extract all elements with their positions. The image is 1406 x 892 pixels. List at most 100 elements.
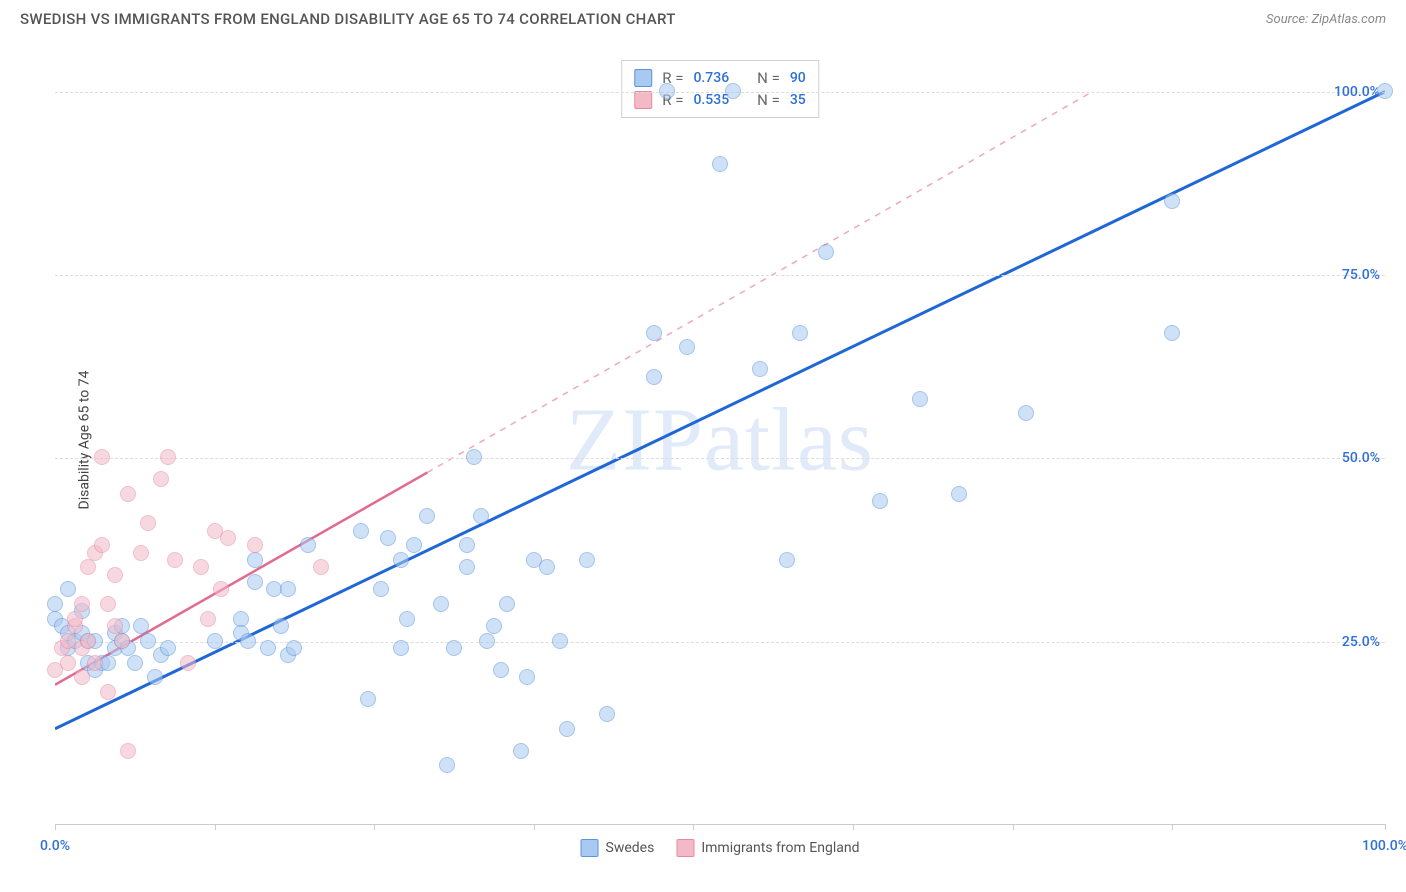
x-tick [1172, 824, 1173, 830]
data-point [659, 83, 675, 99]
data-point [300, 537, 316, 553]
data-point [80, 559, 96, 575]
data-point [74, 669, 90, 685]
data-point [380, 530, 396, 546]
data-point [752, 361, 768, 377]
data-point [951, 486, 967, 502]
data-point [473, 508, 489, 524]
data-point [140, 633, 156, 649]
data-point [499, 596, 515, 612]
data-point [725, 83, 741, 99]
y-tick-label: 100.0% [1334, 84, 1380, 100]
data-point [493, 662, 509, 678]
data-point [513, 743, 529, 759]
data-point [220, 530, 236, 546]
legend-swatch [581, 839, 599, 857]
y-tick-label: 50.0% [1342, 450, 1380, 466]
data-point [679, 339, 695, 355]
data-point [153, 471, 169, 487]
chart-header: SWEDISH VS IMMIGRANTS FROM ENGLAND DISAB… [0, 0, 1406, 28]
data-point [60, 655, 76, 671]
data-point [273, 618, 289, 634]
data-point [393, 640, 409, 656]
data-point [240, 633, 256, 649]
chart-area: Disability Age 65 to 74 ZIPatlas R =0.73… [55, 55, 1385, 825]
legend-n-label: N = [757, 69, 780, 87]
data-point [147, 669, 163, 685]
data-point [200, 611, 216, 627]
data-point [60, 581, 76, 597]
gridline-h [55, 458, 1385, 459]
x-tick [374, 824, 375, 830]
data-point [167, 552, 183, 568]
source-link[interactable]: ZipAtlas.com [1311, 12, 1386, 27]
data-point [247, 574, 263, 590]
data-point [100, 684, 116, 700]
data-point [207, 633, 223, 649]
data-point [446, 640, 462, 656]
data-point [80, 633, 96, 649]
y-tick-label: 75.0% [1342, 267, 1380, 283]
data-point [792, 325, 808, 341]
data-point [373, 581, 389, 597]
series-legend-label: Swedes [606, 840, 655, 856]
data-point [459, 537, 475, 553]
data-point [599, 706, 615, 722]
data-point [233, 611, 249, 627]
watermark: ZIPatlas [566, 388, 874, 491]
legend-n-value: 35 [790, 92, 806, 108]
data-point [519, 669, 535, 685]
data-point [646, 325, 662, 341]
data-point [313, 559, 329, 575]
data-point [1164, 193, 1180, 209]
data-point [353, 523, 369, 539]
data-point [459, 559, 475, 575]
data-point [87, 655, 103, 671]
legend-swatch [634, 91, 652, 109]
data-point [160, 640, 176, 656]
data-point [100, 596, 116, 612]
data-point [399, 611, 415, 627]
data-point [779, 552, 795, 568]
data-point [552, 633, 568, 649]
data-point [94, 537, 110, 553]
data-point [360, 691, 376, 707]
data-point [393, 552, 409, 568]
data-point [120, 486, 136, 502]
data-point [439, 757, 455, 773]
legend-n-label: N = [757, 91, 780, 109]
data-point [286, 640, 302, 656]
data-point [466, 449, 482, 465]
legend-n-value: 90 [790, 70, 806, 86]
data-point [140, 515, 156, 531]
legend-swatch [676, 839, 694, 857]
data-point [1164, 325, 1180, 341]
data-point [712, 156, 728, 172]
data-point [193, 559, 209, 575]
data-point [486, 618, 502, 634]
legend-r-value: 0.535 [693, 92, 729, 108]
trend-line [427, 92, 1092, 473]
series-legend-item: Swedes [581, 839, 655, 857]
data-point [127, 655, 143, 671]
x-tick [215, 824, 216, 830]
data-point [872, 493, 888, 509]
gridline-h [55, 275, 1385, 276]
data-point [559, 721, 575, 737]
gridline-h [55, 92, 1385, 93]
data-point [1018, 405, 1034, 421]
data-point [280, 581, 296, 597]
y-tick-label: 25.0% [1342, 634, 1380, 650]
source-attribution: Source: ZipAtlas.com [1266, 12, 1386, 27]
data-point [260, 640, 276, 656]
data-point [433, 596, 449, 612]
correlation-legend: R =0.736N =90R =0.535N =35 [621, 60, 819, 118]
x-tick [693, 824, 694, 830]
data-point [539, 559, 555, 575]
data-point [107, 567, 123, 583]
trend-line [55, 92, 1385, 729]
x-tick [853, 824, 854, 830]
data-point [47, 596, 63, 612]
x-tick [534, 824, 535, 830]
x-tick-label: 100.0% [1362, 838, 1406, 854]
